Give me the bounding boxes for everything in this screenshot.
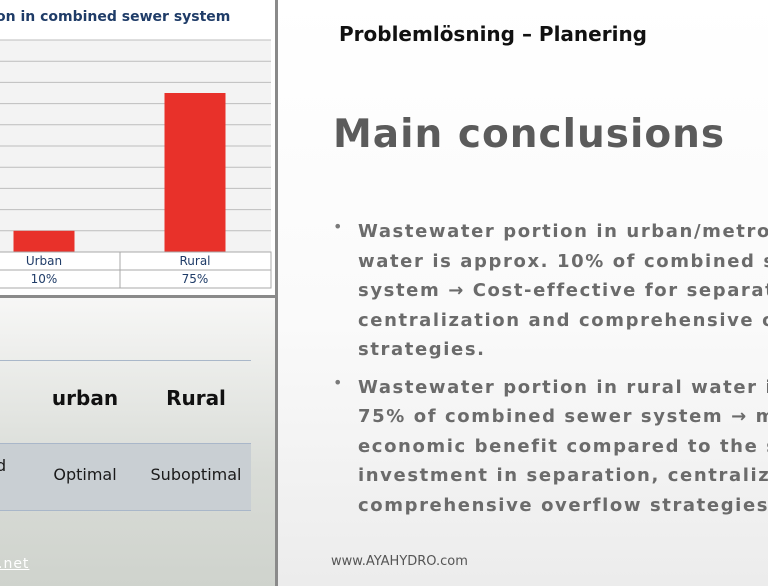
data-label: 10% [31, 272, 58, 286]
category-label: Rural [179, 254, 210, 268]
left-panel: on in combined sewer system Urban 10% Rura… [0, 0, 278, 586]
bullet-marker: • [333, 372, 343, 392]
slide-header: Problemlösning – Planering [339, 22, 647, 46]
bullet-line: centralization and comprehensive ove [358, 309, 768, 331]
table-header-rural: Rural [166, 386, 226, 410]
bullet-line: strategies. [358, 339, 486, 360]
table-top-rule [0, 360, 251, 361]
bullet-item: • Wastewater portion in rural water is a… [333, 373, 768, 521]
bullet-line: economic benefit compared to the siz [358, 435, 768, 457]
table-header-urban: urban [51, 386, 119, 410]
table-cell-urban: Optimal [53, 465, 117, 484]
comparison-table: urban Rural d Optimal Suboptimal .net [0, 298, 275, 586]
slide-footer-link[interactable]: www.AYAHYDRO.com [331, 554, 468, 569]
bullet-line: water is approx. 10% of combined sew [358, 250, 768, 272]
table-row-label: d [0, 456, 7, 475]
table-header-rule [0, 443, 251, 444]
bullet-line: 75% of combined sewer system → ma [358, 406, 768, 427]
category-label: Urban [26, 254, 62, 268]
bullet-line: comprehensive overflow strategies. [358, 494, 768, 516]
slide: Problemlösning – Planering Main conclusi… [278, 0, 768, 586]
bullet-line: Wastewater portion in rural water is a [358, 376, 768, 398]
bar-rural [164, 93, 226, 252]
bullet-list: • Wastewater portion in urban/metropo wa… [333, 217, 768, 528]
bar-urban [13, 230, 75, 252]
data-label: 75% [182, 272, 209, 286]
bullet-item: • Wastewater portion in urban/metropo wa… [333, 217, 768, 365]
slide-title: Main conclusions [333, 112, 726, 157]
left-footer-link[interactable]: .net [0, 556, 30, 572]
table-cell-rural: Suboptimal [150, 465, 242, 484]
bullet-marker: • [333, 217, 343, 236]
table-bottom-rule [0, 510, 251, 511]
chart-panel: on in combined sewer system Urban 10% Rura… [0, 0, 275, 295]
bullet-line: system → Cost-effective for separatio [358, 280, 768, 301]
table-body-row [0, 443, 251, 510]
bullet-line: Wastewater portion in urban/metropo [358, 221, 768, 242]
chart-title: on in combined sewer system [0, 9, 231, 25]
bar-chart: Urban 10% Rural 75% [0, 39, 272, 289]
bullet-line: investment in separation, centralizati [358, 465, 768, 486]
